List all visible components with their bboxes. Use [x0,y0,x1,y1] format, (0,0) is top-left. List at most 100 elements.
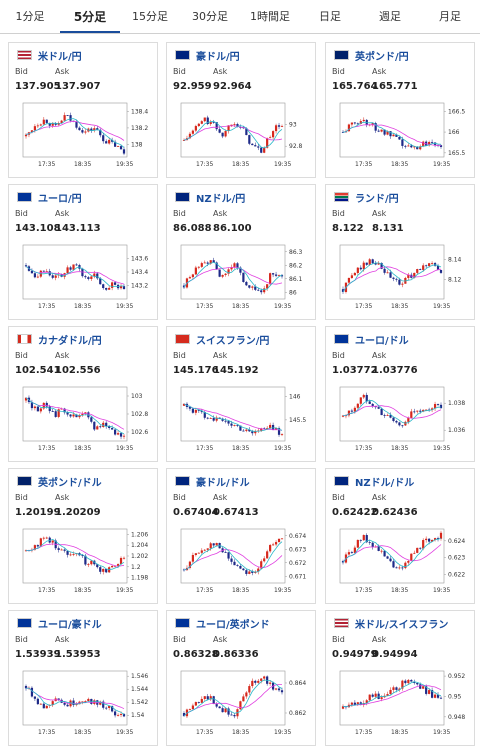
candle-body [87,564,90,566]
rate-card[interactable]: 英ポンド/円 Bid Ask 165.764 165.771 166.5 166 165.5 1… [325,42,475,178]
pair-link[interactable]: 豪ドル/ドル [196,477,250,489]
ch-flag-icon [175,334,190,344]
candle-body [230,124,233,126]
tab-1[interactable]: 5分足 [60,0,120,33]
pair-link[interactable]: カナダドル/円 [38,335,102,347]
candle-body [51,411,54,412]
candle-body [24,265,28,267]
candle-body [212,260,215,263]
rate-card[interactable]: スイスフラン/円 Bid Ask 145.176 145.192 146 145.5 17:3… [166,326,316,462]
x-tick-label: 18:35 [391,303,408,310]
tab-4[interactable]: 1時間足 [250,10,290,23]
rate-card[interactable]: 豪ドル/円 Bid Ask 92.959 92.964 93 92.8 17:35 18:35 1… [166,42,316,178]
candle-body [269,545,272,552]
rate-card[interactable]: ランド/円 Bid Ask 8.122 8.131 8.14 8.12 17:35 18:35 1… [325,184,475,320]
tab-2[interactable]: 15分足 [132,10,168,23]
candle-body [33,545,37,550]
candle-body [105,707,108,709]
candle-body [215,542,218,546]
rate-card[interactable]: 米ドル/円 Bid Ask 137.905 137.907 138.4 138.2 138 17… [8,42,158,178]
x-tick-label: 17:35 [196,729,213,736]
pair-link[interactable]: 英ポンド/ドル [38,477,102,489]
pair-link[interactable]: 英ポンド/円 [355,51,409,63]
ask-label: Ask [213,67,228,76]
pair-link[interactable]: 米ドル/スイスフラン [355,619,449,631]
candle-body [105,568,108,573]
pair-link[interactable]: NZドル/円 [196,193,246,205]
candle-body [39,408,42,412]
candle-body [410,411,413,419]
candle-body [365,535,368,543]
candle-body [362,394,365,398]
pair-link[interactable]: ユーロ/豪ドル [38,619,102,631]
rate-card[interactable]: ユーロ/ドル Bid Ask 1.03772 1.03776 1.038 1.036 17:3… [325,326,475,462]
y-tick-label: 138.4 [131,108,148,115]
candle-body [439,404,443,409]
candle-body [251,571,254,573]
candle-body [395,687,398,690]
candle-body [395,567,398,569]
pair-link[interactable]: ユーロ/円 [38,193,82,205]
pair-link[interactable]: スイスフラン/円 [196,335,270,347]
candle-body [66,412,69,415]
pair-link[interactable]: 米ドル/円 [38,51,82,63]
candle-body [436,265,440,270]
candle-body [395,420,398,423]
tab-3[interactable]: 30分足 [192,10,228,23]
tab-7[interactable]: 月足 [439,10,461,23]
candle-body [78,127,81,131]
candle-body [30,402,34,409]
card-header: ユーロ/英ポンド [175,616,270,631]
y-tick-label: 103 [131,393,143,400]
price-chart: 1.546 1.544 1.542 1.54 17:35 18:35 19:35 [22,670,148,736]
price-chart: 1.206 1.204 1.202 1.2 1.198 17:35 18:35 19:35 [22,528,148,594]
candle-body [433,538,437,540]
candle-body [263,558,266,562]
candle-body [248,686,251,693]
card-header: 豪ドル/ドル [175,474,250,489]
tab-6[interactable]: 週足 [379,10,401,23]
rate-card[interactable]: NZドル/ドル Bid Ask 0.62422 0.62436 0.624 0.623 0.6… [325,468,475,604]
candle-body [215,262,218,270]
candle-body [90,128,93,131]
rate-card[interactable]: ユーロ/英ポンド Bid Ask 0.86328 0.86336 0.864 0.862 17… [166,610,316,746]
candle-body [84,276,87,278]
y-tick-label: 1.546 [131,673,148,680]
candle-body [362,535,365,541]
chart-frame [180,670,286,726]
rate-card[interactable]: NZドル/円 Bid Ask 86.088 86.100 86.3 86.2 86.1 86 17… [166,184,316,320]
moving-average-long [183,683,282,717]
candle-body [410,553,413,561]
rate-card[interactable]: ユーロ/豪ドル Bid Ask 1.53939 1.53953 1.546 1.544 1.5… [8,610,158,746]
candle-body [39,703,42,705]
candle-body [365,700,368,704]
candle-body [368,542,371,544]
candle-body [224,131,227,137]
candle-body [416,146,419,150]
rate-card[interactable]: 英ポンド/ドル Bid Ask 1.20199 1.20209 1.206 1.204 1.2… [8,468,158,604]
candle-body [63,549,66,551]
candle-body [428,142,431,146]
rate-card[interactable]: 米ドル/スイスフラン Bid Ask 0.94979 0.94994 0.952 0.95 0… [325,610,475,746]
candle-body [350,410,354,412]
candle-body [380,550,383,552]
pair-link[interactable]: ユーロ/英ポンド [196,619,270,631]
rate-card[interactable]: ユーロ/円 Bid Ask 143.108 143.113 143.6 143.4 143.2… [8,184,158,320]
candle-body [392,561,395,568]
moving-average-long [183,403,283,431]
candle-body [260,147,263,153]
rate-card[interactable]: カナダドル/円 Bid Ask 102.541 102.556 103 102.8 102.6… [8,326,158,462]
pair-link[interactable]: ユーロ/ドル [355,335,409,347]
bid-label: Bid [173,493,186,502]
pair-link[interactable]: ランド/円 [355,193,399,205]
pair-link[interactable]: 豪ドル/円 [196,51,240,63]
tab-0[interactable]: 1分足 [15,10,45,23]
candle-body [260,428,263,431]
eu-flag-icon [175,618,190,628]
price-chart: 86.3 86.2 86.1 86 17:35 18:35 19:35 [180,244,303,310]
candle-body [122,714,126,717]
pair-link[interactable]: NZドル/ドル [355,477,415,489]
rate-card[interactable]: 豪ドル/ドル Bid Ask 0.67404 0.67413 0.674 0.673 0.67… [166,468,316,604]
candle-body [221,132,224,137]
tab-5[interactable]: 日足 [319,10,341,23]
